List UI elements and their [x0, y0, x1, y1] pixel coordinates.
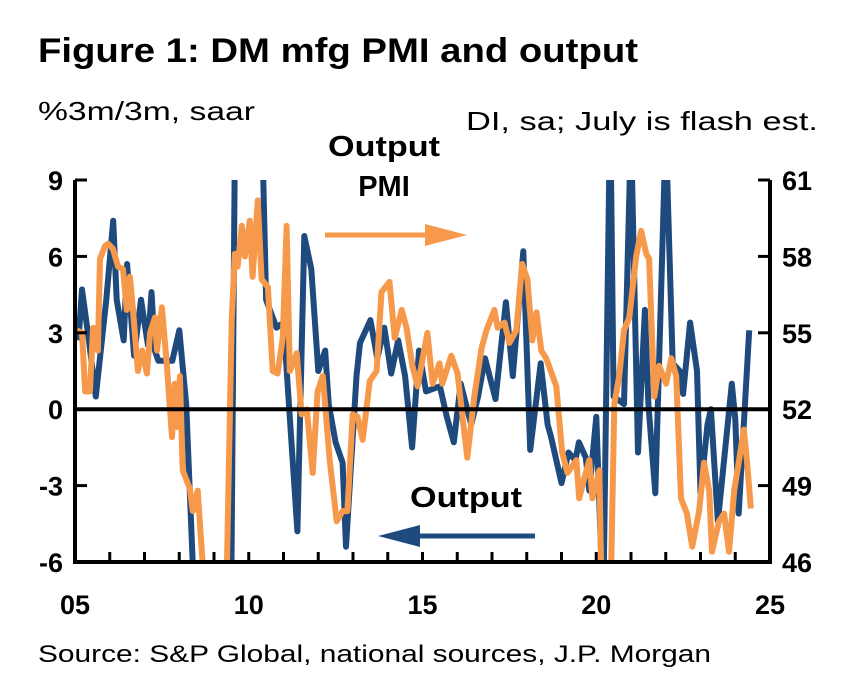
series-layer	[75, 180, 754, 562]
x-tick-label: 25	[755, 590, 785, 620]
x-tick-label: 20	[581, 590, 611, 620]
source-note: Source: S&P Global, national sources, J.…	[38, 641, 711, 668]
left-tick-label: 3	[48, 319, 63, 349]
right-tick-label: 55	[782, 319, 812, 349]
series-line-output	[75, 180, 753, 562]
pmi-annotation-line2: PMI	[358, 171, 410, 203]
right-tick-label: 46	[782, 548, 812, 578]
x-tick-label: 15	[407, 590, 437, 620]
right-tick-label: 49	[782, 472, 812, 502]
left-tick-label: 0	[48, 395, 63, 425]
left-tick-label: 6	[48, 242, 63, 272]
x-tick-label: 05	[60, 590, 90, 620]
pmi-right-arrow	[325, 224, 467, 246]
chart-title: Figure 1: DM mfg PMI and output	[38, 32, 638, 70]
right-tick-label: 58	[782, 242, 812, 272]
left-axis-label: %3m/3m, saar	[38, 96, 255, 126]
x-tick-label: 10	[234, 590, 264, 620]
right-axis-label: DI, sa; July is flash est.	[466, 106, 818, 136]
pmi-annotation-line1: Output	[328, 131, 440, 163]
right-tick-label: 52	[782, 395, 812, 425]
left-tick-label: 9	[48, 166, 63, 196]
axes-layer: 9 6 3 0 -3 -6 61 58 55 52 49 46 05 10 15 20 25	[39, 166, 812, 620]
left-tick-label: -6	[39, 548, 63, 578]
output-annotation: Output	[410, 482, 522, 514]
left-tick-label: -3	[39, 472, 63, 502]
right-tick-label: 61	[782, 166, 812, 196]
output-left-arrow	[378, 525, 535, 547]
series-line-pmi	[75, 197, 754, 562]
